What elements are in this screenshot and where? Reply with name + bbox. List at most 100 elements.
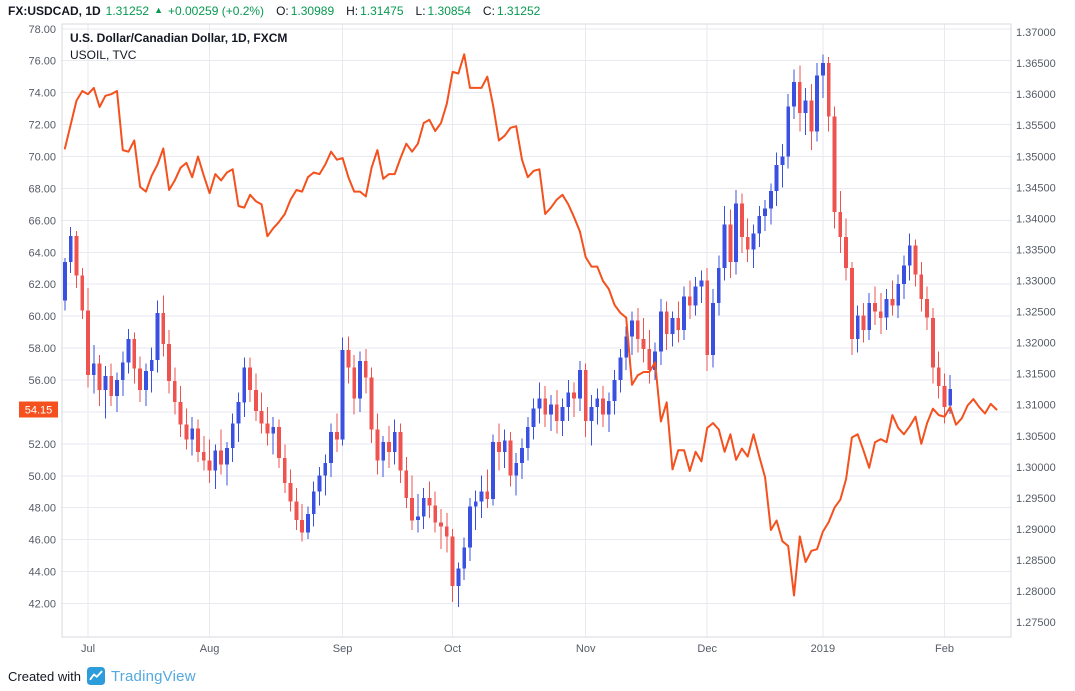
candle-body	[265, 423, 270, 434]
tradingview-logo-icon[interactable]	[86, 667, 105, 685]
candle-body	[734, 203, 738, 262]
candle-body	[850, 268, 854, 339]
candle-body	[821, 63, 825, 76]
candle-body	[508, 440, 513, 476]
right-axis-label: 1.32500	[1016, 307, 1056, 319]
candle-body	[751, 233, 756, 250]
candle-body	[520, 448, 524, 464]
candle-body	[606, 401, 611, 415]
low-label: L:	[415, 4, 426, 18]
time-axis-label: Jul	[81, 643, 95, 655]
time-axis-label: Sep	[333, 643, 353, 655]
legend-main-series[interactable]: U.S. Dollar/Canadian Dollar, 1D, FXCM	[70, 31, 288, 45]
close-label: C:	[482, 4, 495, 18]
candle-body	[786, 106, 791, 157]
candle-body	[68, 235, 73, 262]
time-axis: Jul Aug Sep Oct Nov Dec 2019 Feb	[81, 643, 954, 655]
time-axis-label: Aug	[200, 643, 220, 655]
low-value: 1.30854	[427, 4, 471, 18]
footer: Created with TradingView	[8, 664, 196, 688]
left-axis-label: 78.00	[28, 24, 56, 36]
candle-body	[763, 208, 767, 216]
open-label: O:	[276, 4, 289, 18]
candle-body	[433, 505, 438, 523]
candle-body	[566, 392, 571, 408]
candle-body	[624, 336, 629, 358]
ohlc-open: O: 1.30989	[276, 4, 334, 18]
candle-body	[329, 432, 333, 464]
candle-body	[155, 312, 160, 360]
ohlc-low: L: 1.30854	[416, 4, 471, 18]
left-axis-label: 46.00	[28, 535, 56, 547]
candle-body	[664, 311, 669, 334]
candle-body	[711, 302, 715, 356]
candle-body	[878, 311, 883, 318]
legend-overlay-series[interactable]: USOIL, TVC	[70, 48, 137, 62]
right-axis-label: 1.36500	[1016, 58, 1056, 70]
candle-body	[780, 156, 785, 165]
candle-body	[635, 320, 640, 339]
right-axis-label: 1.30000	[1016, 462, 1056, 474]
candle-body	[757, 215, 762, 234]
candle-body	[450, 536, 455, 587]
candle-body	[201, 451, 206, 461]
candle-body	[913, 245, 918, 275]
candle-body	[537, 398, 542, 409]
candle-body	[601, 398, 605, 415]
candle-body	[242, 367, 247, 403]
candle-body	[86, 310, 90, 375]
candle-body	[161, 312, 166, 344]
candle-body	[103, 376, 108, 390]
candle-body	[427, 497, 432, 506]
candle-body	[543, 398, 548, 415]
candle-body	[936, 367, 941, 387]
left-axis-label: 44.00	[28, 567, 56, 579]
candle-body	[514, 463, 519, 476]
right-axis-label: 1.31500	[1016, 369, 1056, 381]
usoil-line	[63, 53, 998, 597]
candle-body	[294, 501, 299, 521]
candle-body	[91, 363, 96, 375]
candle-body	[792, 81, 796, 107]
candle-body	[525, 427, 530, 449]
svg-text:54.15: 54.15	[25, 405, 53, 417]
candle-body	[421, 497, 426, 517]
left-axis-label: 64.00	[28, 247, 56, 259]
candle-body	[578, 369, 582, 399]
candle-body	[809, 100, 814, 132]
candle-body	[884, 299, 889, 318]
candle-body	[381, 442, 386, 461]
candle-body	[340, 350, 345, 440]
candle-body	[832, 116, 837, 213]
time-axis-label: Nov	[576, 643, 596, 655]
time-axis-label: Dec	[697, 643, 717, 655]
right-axis: 1.37000 1.36500 1.36000 1.35500 1.35000 1.345…	[1016, 27, 1056, 629]
right-axis-label: 1.35500	[1016, 120, 1056, 132]
usoil-last-price-tag: 54.15	[19, 401, 58, 418]
candle-body	[844, 237, 848, 269]
chart-legend: U.S. Dollar/Canadian Dollar, 1D, FXCM US…	[70, 30, 287, 64]
created-with-text: Created with	[8, 668, 81, 684]
price-chart[interactable]: 78.00 76.00 74.00 72.00 70.00 68.00 66.00 64.00…	[0, 0, 1075, 660]
candle-body	[404, 470, 409, 498]
right-axis-label: 1.37000	[1016, 27, 1056, 39]
candle-body	[132, 338, 137, 369]
candle-body	[769, 191, 773, 209]
close-value: 1.31252	[496, 4, 541, 18]
candle-body	[109, 376, 114, 396]
candle-body	[815, 75, 819, 132]
right-axis-label: 1.35000	[1016, 151, 1056, 163]
candle-body	[942, 386, 947, 408]
right-axis-label: 1.29000	[1016, 524, 1056, 536]
candle-body	[138, 368, 142, 390]
candle-body	[416, 516, 420, 521]
symbol-name: FX:USDCAD, 1D	[8, 4, 101, 18]
candle-body	[248, 367, 252, 390]
tradingview-wordmark[interactable]: TradingView	[110, 667, 196, 685]
candle-body	[589, 407, 594, 421]
candle-body	[682, 296, 686, 331]
left-axis-label: 68.00	[28, 183, 56, 195]
time-axis-label: 2019	[811, 643, 835, 655]
candle-body	[120, 362, 125, 380]
candle-body	[670, 317, 675, 334]
